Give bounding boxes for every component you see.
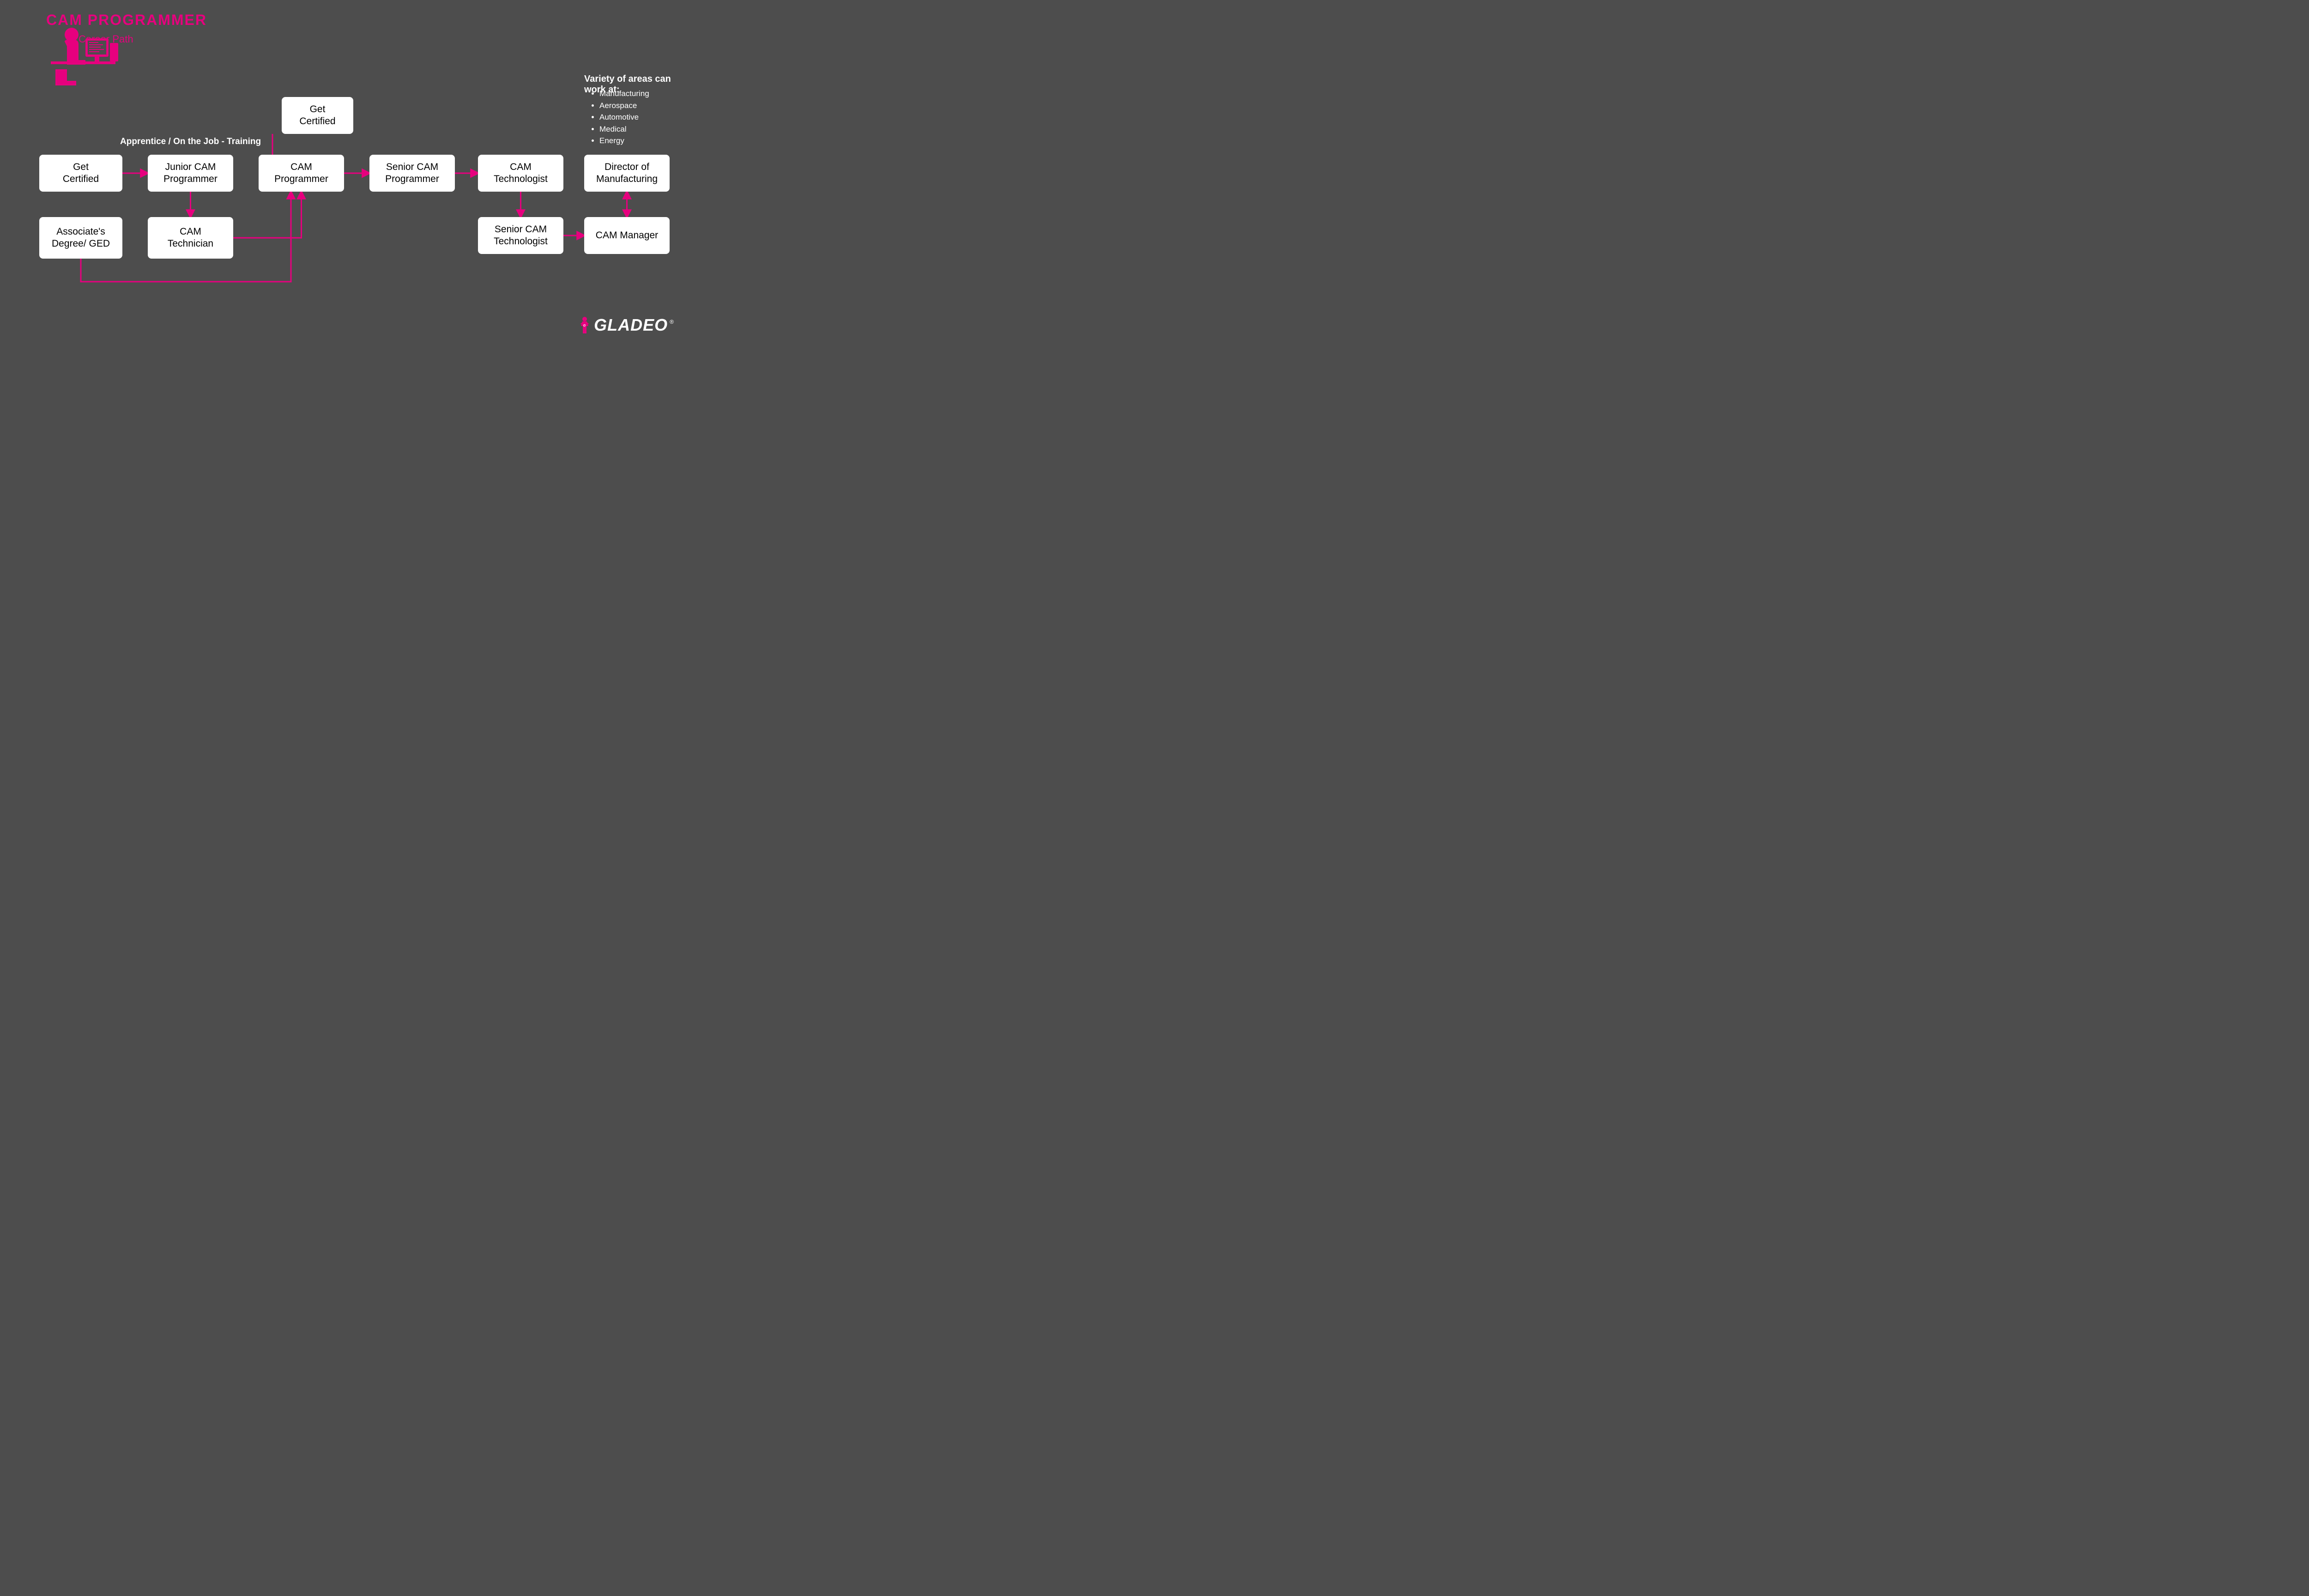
- areas-list-item: Automotive: [599, 111, 649, 123]
- logo-reg: ®: [670, 319, 674, 325]
- gladeo-logo: G GLADEO ®: [578, 315, 674, 335]
- node-director: Director ofManufacturing: [584, 155, 670, 192]
- node-cam-technician: CAMTechnician: [148, 217, 233, 259]
- node-cam-programmer: CAMProgrammer: [259, 155, 344, 192]
- node-cam-technologist: CAMTechnologist: [478, 155, 563, 192]
- areas-list-item: Manufacturing: [599, 88, 649, 100]
- areas-list: ManufacturingAerospaceAutomotiveMedicalE…: [591, 88, 649, 147]
- node-junior-cam: Junior CAMProgrammer: [148, 155, 233, 192]
- node-senior-cam-prog: Senior CAMProgrammer: [369, 155, 455, 192]
- areas-list-item: Aerospace: [599, 100, 649, 112]
- areas-list-item: Energy: [599, 135, 649, 147]
- logo-mark-icon: G: [578, 316, 591, 334]
- training-label: Apprentice / On the Job - Training: [120, 137, 261, 147]
- node-senior-cam-tech: Senior CAMTechnologist: [478, 217, 563, 254]
- logo-text: GLADEO: [594, 315, 668, 335]
- svg-text:G: G: [583, 324, 586, 327]
- node-get-certified-2: GetCertified: [282, 97, 353, 134]
- areas-list-item: Medical: [599, 123, 649, 135]
- programmer-icon: [42, 25, 125, 90]
- node-cam-manager: CAM Manager: [584, 217, 670, 254]
- node-associates: Associate'sDegree/ GED: [39, 217, 122, 259]
- node-get-certified-1: GetCertified: [39, 155, 122, 192]
